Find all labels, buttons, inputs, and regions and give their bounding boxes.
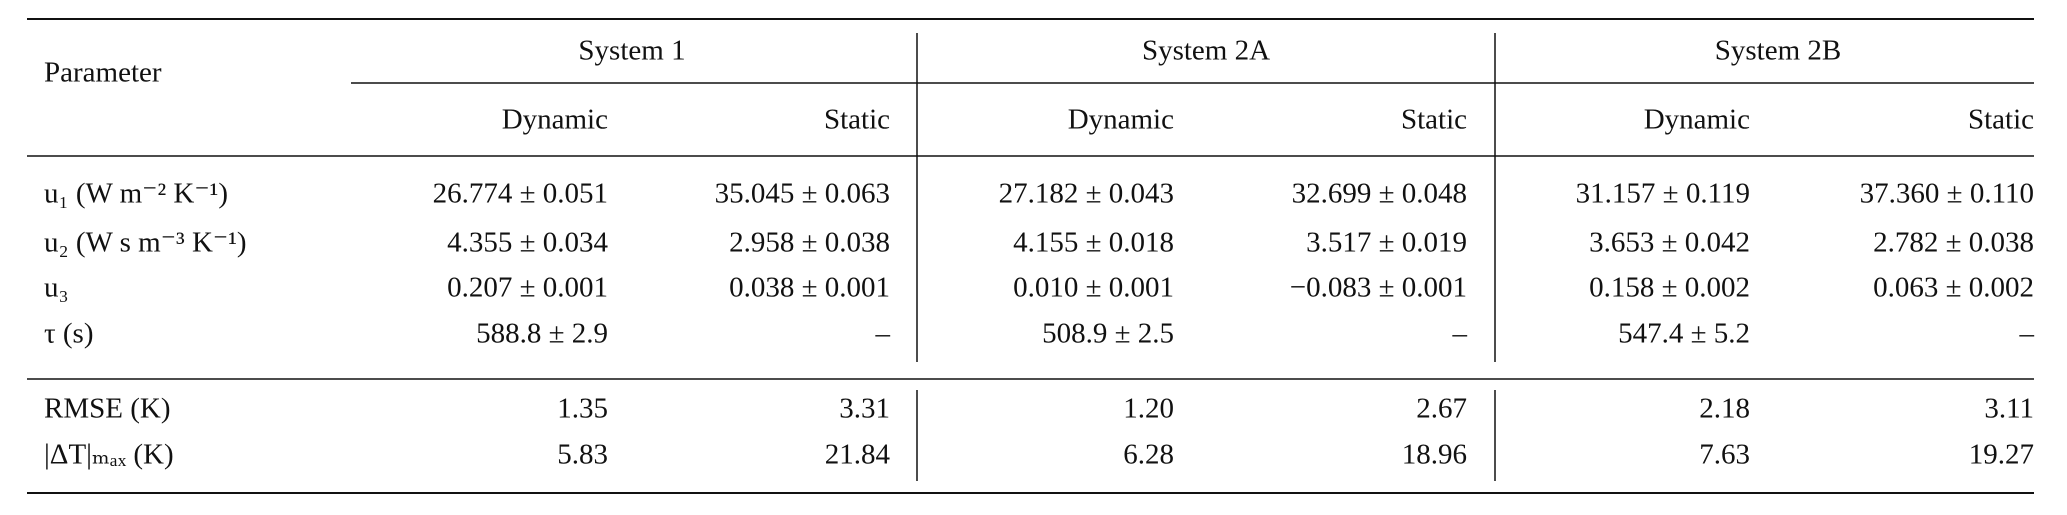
cell: 2.67 [1416,393,1467,425]
cell: – [875,318,891,350]
cell: 2.958 ± 0.038 [729,227,890,259]
cell: 2.18 [1699,393,1750,425]
subcolumn-header: Dynamic [1644,104,1750,136]
cell: 35.045 ± 0.063 [715,178,890,210]
cell: 6.28 [1123,439,1174,471]
subcolumn-header: Static [1968,104,2034,136]
cell: 508.9 ± 2.5 [1042,318,1174,350]
row-label: |ΔT|ₘₐₓ (K) [44,439,174,471]
row-label: u₃ [44,272,69,304]
cell: 2.782 ± 0.038 [1873,227,2034,259]
row-label: RMSE (K) [44,393,170,425]
cell: 3.11 [1984,393,2034,425]
cell: 27.182 ± 0.043 [999,178,1174,210]
cell: 4.355 ± 0.034 [447,227,608,259]
cell: 1.35 [557,393,608,425]
cell: 3.653 ± 0.042 [1589,227,1750,259]
subcolumn-header: Dynamic [502,104,608,136]
cell: 4.155 ± 0.018 [1013,227,1174,259]
row-label: τ (s) [44,318,94,350]
cell: 0.207 ± 0.001 [447,272,608,304]
row-label: u₂ (W s m⁻³ K⁻¹) [44,227,247,259]
cell: 26.774 ± 0.051 [433,178,608,210]
cell: 37.360 ± 0.110 [1860,178,2034,210]
cell: 3.517 ± 0.019 [1306,227,1467,259]
cell: 588.8 ± 2.9 [476,318,608,350]
subcolumn-header: Static [1401,104,1467,136]
cell: 19.27 [1969,439,2034,471]
cell: −0.083 ± 0.001 [1290,272,1467,304]
subcolumn-header: Static [824,104,890,136]
cell: 32.699 ± 0.048 [1292,178,1467,210]
cell: 18.96 [1402,439,1467,471]
cell: 7.63 [1699,439,1750,471]
group-header: System 1 [578,35,685,67]
cell: 0.063 ± 0.002 [1873,272,2034,304]
cell: – [1452,318,1468,350]
row-label: u₁ (W m⁻² K⁻¹) [44,178,228,210]
group-header: System 2A [1142,35,1270,67]
cell: 21.84 [825,439,891,471]
cell: 0.158 ± 0.002 [1589,272,1750,304]
cell: 0.038 ± 0.001 [729,272,890,304]
cell: 1.20 [1123,393,1174,425]
subcolumn-header: Dynamic [1068,104,1174,136]
cell: 0.010 ± 0.001 [1013,272,1174,304]
parameter-header: Parameter [44,57,162,89]
cell: 31.157 ± 0.119 [1576,178,1750,210]
cell: 5.83 [557,439,608,471]
cell: – [2019,318,2035,350]
cell: 3.31 [839,393,890,425]
group-header: System 2B [1715,35,1842,67]
cell: 547.4 ± 5.2 [1618,318,1750,350]
